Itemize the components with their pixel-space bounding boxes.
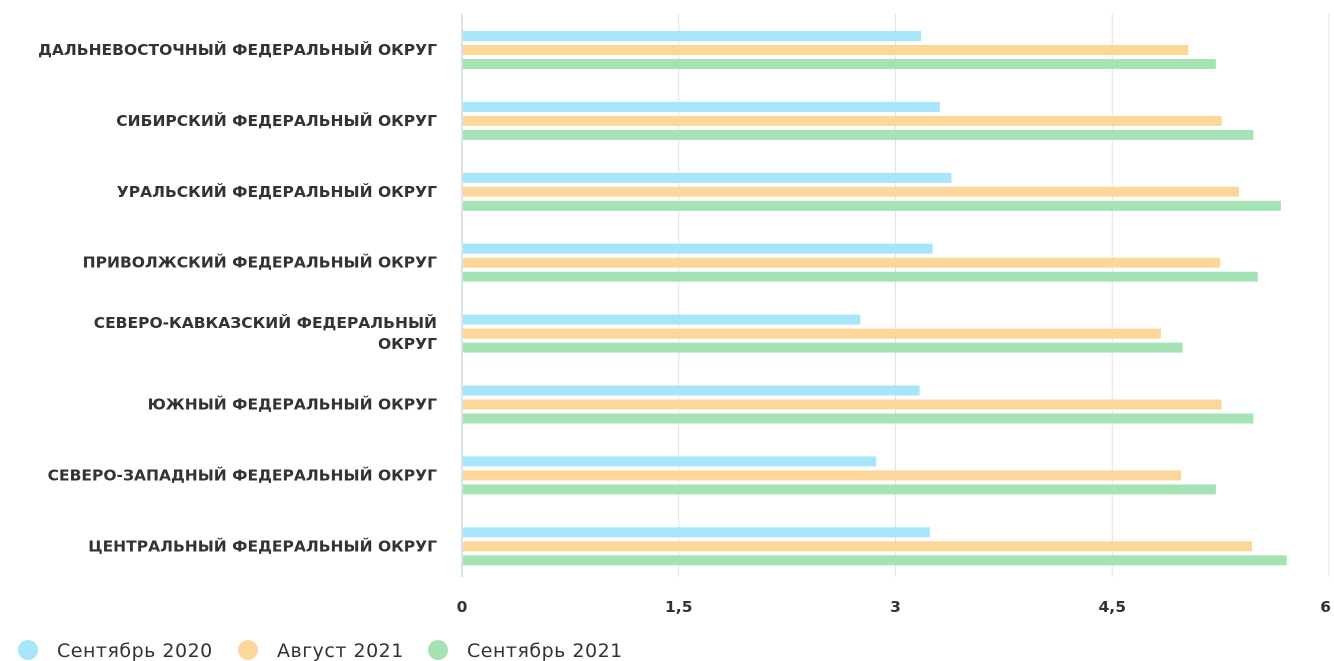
- bar: [463, 342, 1183, 353]
- category-label: ПРИВОЛЖСКИЙ ФЕДЕРАЛЬНЫЙ ОКРУГ: [83, 253, 437, 272]
- legend-label: Август 2021: [277, 640, 404, 661]
- category-label: ОКРУГ: [378, 335, 437, 353]
- bar: [463, 541, 1252, 552]
- x-tick-label: 6: [1320, 598, 1331, 616]
- x-tick-labels: 0 1,5 3 4,5 6: [457, 598, 1331, 616]
- bar: [463, 399, 1222, 410]
- bar: [463, 413, 1254, 424]
- legend-marker: [238, 640, 258, 660]
- category-label: УРАЛЬСКИЙ ФЕДЕРАЛЬНЫЙ ОКРУГ: [117, 182, 437, 201]
- bar: [463, 186, 1239, 197]
- category-label: ДАЛЬНЕВОСТОЧНЫЙ ФЕДЕРАЛЬНЫЙ ОКРУГ: [38, 40, 437, 59]
- x-tick-label: 3: [890, 598, 901, 616]
- x-tick-label: 4,5: [1099, 598, 1126, 616]
- bar: [463, 328, 1161, 339]
- bar: [463, 200, 1281, 211]
- bar: [463, 271, 1258, 282]
- bars: [463, 31, 1287, 566]
- category-label: ЦЕНТРАЛЬНЫЙ ФЕДЕРАЛЬНЫЙ ОКРУГ: [88, 536, 437, 555]
- bar: [463, 129, 1254, 140]
- bar: [463, 257, 1221, 268]
- bar: [463, 470, 1182, 481]
- legend-item[interactable]: Сентябрь 2021: [428, 640, 623, 661]
- bar: [463, 314, 861, 325]
- category-labels: ДАЛЬНЕВОСТОЧНЫЙ ФЕДЕРАЛЬНЫЙ ОКРУГ СИБИРСК…: [38, 40, 437, 555]
- bar: [463, 172, 952, 183]
- bar: [463, 527, 930, 538]
- category-label: ЮЖНЫЙ ФЕДЕРАЛЬНЫЙ ОКРУГ: [148, 395, 438, 414]
- bar: [463, 385, 920, 396]
- legend-item[interactable]: Август 2021: [238, 640, 404, 661]
- category-label: СЕВЕРО-ЗАПАДНЫЙ ФЕДЕРАЛЬНЫЙ ОКРУГ: [48, 465, 437, 484]
- bar: [463, 555, 1287, 566]
- legend-marker: [18, 640, 38, 660]
- legend[interactable]: Сентябрь 2020 Август 2021 Сентябрь 2021: [18, 640, 623, 661]
- bar: [463, 115, 1222, 126]
- bar: [463, 45, 1189, 55]
- x-tick-label: 0: [457, 598, 468, 616]
- x-tick-label: 1,5: [665, 598, 692, 616]
- bar: [463, 484, 1216, 495]
- bar: [463, 31, 922, 41]
- bar: [463, 243, 933, 254]
- category-label: СЕВЕРО-КАВКАЗСКИЙ ФЕДЕРАЛЬНЫЙ: [94, 313, 437, 332]
- bar: [463, 456, 877, 467]
- legend-item[interactable]: Сентябрь 2020: [18, 640, 213, 661]
- legend-label: Сентябрь 2020: [57, 640, 213, 661]
- bar: [463, 101, 940, 112]
- category-label: СИБИРСКИЙ ФЕДЕРАЛЬНЫЙ ОКРУГ: [116, 111, 437, 130]
- bar: [463, 59, 1216, 69]
- legend-label: Сентябрь 2021: [467, 640, 623, 661]
- legend-marker: [428, 640, 448, 660]
